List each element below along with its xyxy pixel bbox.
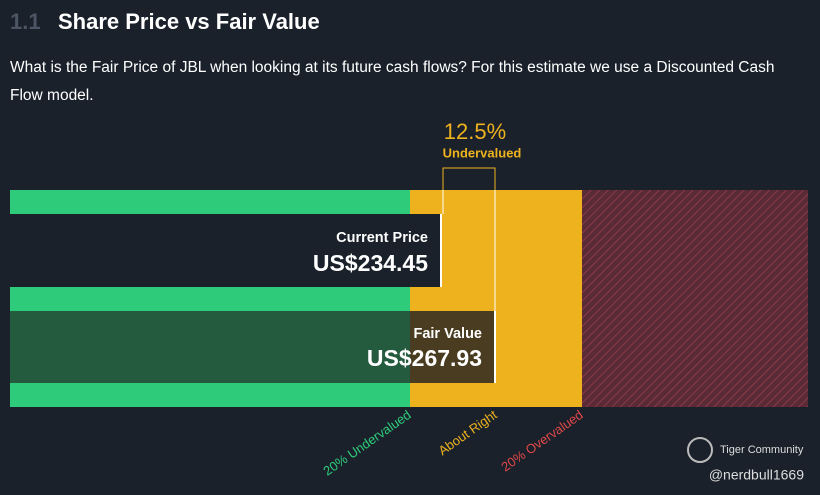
description: What is the Fair Price of JBL when looki… <box>10 59 775 104</box>
watermark-logo <box>687 437 713 463</box>
fair-value-label: Fair Value <box>413 326 482 342</box>
current-price-bar <box>10 214 441 287</box>
current-price-label: Current Price <box>336 230 428 246</box>
fair-value-bar <box>10 311 410 383</box>
fair-value-value: US$267.93 <box>367 345 482 371</box>
difference-percent: 12.5% <box>444 119 506 144</box>
watermark-brand: Tiger Community <box>720 444 804 456</box>
watermark-user: @nerdbull1669 <box>709 467 804 483</box>
zone-label: 20% Undervalued <box>320 407 413 479</box>
zone-label: 20% Overvalued <box>498 407 585 474</box>
undervalued-band <box>10 383 410 407</box>
section-title: Share Price vs Fair Value <box>58 9 320 34</box>
difference-bracket <box>442 167 496 190</box>
undervalued-band <box>10 190 410 214</box>
valuation-status: Undervalued <box>443 145 522 160</box>
section-number: 1.1 <box>10 9 41 34</box>
undervalued-band <box>10 287 410 311</box>
current-price-value: US$234.45 <box>313 250 428 276</box>
overvalued-zone <box>582 190 808 407</box>
zone-label: About Right <box>435 407 500 458</box>
fair-value-bar <box>410 311 495 383</box>
